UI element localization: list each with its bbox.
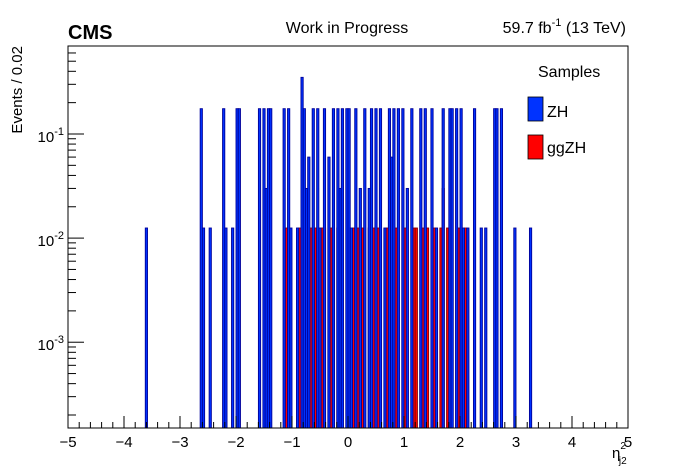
bar-zh-65 — [499, 108, 504, 429]
x-axis-label: η2 j2 — [612, 441, 627, 467]
y-tick-label: 10-3 — [38, 334, 64, 354]
bar-zh-33 — [349, 227, 353, 429]
bar-zh-27 — [331, 108, 336, 429]
x-tick-label: 3 — [512, 434, 520, 451]
bar-zh-47 — [405, 187, 409, 429]
bar-zh-61 — [479, 227, 483, 429]
bar-zh-36 — [363, 108, 367, 429]
bar-zh-26 — [327, 156, 331, 429]
bar-zh-40 — [378, 108, 383, 429]
bar-zh-21 — [307, 156, 311, 429]
x-tick-label: −3 — [171, 434, 188, 451]
plot-area — [67, 45, 629, 429]
x-axis-label-sup: 2 — [620, 441, 626, 452]
bar-zh-64 — [495, 108, 499, 429]
bar-zh-9 — [257, 108, 262, 429]
luminosity-value: 59.7 fb — [503, 20, 552, 37]
x-tick-label: −4 — [115, 434, 132, 451]
legend: Samples ZH ggZH — [527, 64, 600, 160]
legend-label-zh: ZH — [547, 104, 568, 121]
bar-zh-48 — [410, 108, 414, 429]
bar-zh-0 — [144, 227, 148, 429]
legend-label-ggzh: ggZH — [547, 140, 586, 157]
x-tick-label: −2 — [227, 434, 244, 451]
bar-zh-8 — [237, 108, 241, 429]
bar-zh-59 — [466, 227, 470, 429]
bar-zh-56 — [455, 108, 459, 429]
bar-zh-45 — [396, 108, 400, 429]
bar-zh-35 — [358, 187, 362, 429]
legend-swatch-ggzh — [527, 134, 544, 160]
bar-zh-39 — [374, 108, 378, 429]
bar-zh-24 — [318, 227, 322, 429]
bar-zh-14 — [282, 108, 286, 429]
experiment-label: CMS — [68, 22, 112, 44]
x-tick-label: 5 — [624, 434, 632, 451]
legend-title: Samples — [538, 64, 600, 81]
x-tick-label: −5 — [59, 434, 76, 451]
y-tick-label: 10-1 — [38, 126, 64, 146]
luminosity-label: 59.7 fb-1 (13 TeV) — [503, 17, 626, 37]
y-axis: 10-1 10-2 10-3 — [38, 52, 84, 416]
bar-zh-22 — [311, 108, 315, 429]
bar-zh-3 — [208, 227, 212, 429]
bar-zh-25 — [322, 108, 327, 429]
x-tick-label: 2 — [456, 434, 464, 451]
bar-zh-5 — [224, 227, 228, 429]
bar-zh-38 — [369, 108, 374, 429]
x-axis-label-symbol: η — [612, 445, 620, 462]
y-axis-label: Events / 0.02 — [9, 46, 26, 134]
x-tick-label: −1 — [283, 434, 300, 451]
bar-zh-67 — [528, 227, 533, 429]
bar-zh-52 — [434, 227, 439, 429]
bar-zh-41 — [383, 227, 387, 429]
bar-zh-55 — [450, 108, 454, 429]
bar-zh-17 — [296, 227, 300, 429]
bar-zh-50 — [423, 108, 427, 429]
bar-zh-51 — [430, 108, 434, 429]
bar-zh-53 — [441, 108, 445, 429]
bar-zh-49 — [419, 108, 423, 429]
x-tick-label: 1 — [400, 434, 408, 451]
energy-label: (13 TeV) — [566, 20, 626, 37]
bar-zh-62 — [484, 227, 488, 429]
x-tick-label: 4 — [568, 434, 576, 451]
y-tick-label: 10-2 — [38, 230, 64, 250]
bar-zh-66 — [513, 227, 517, 429]
x-tick-label: 0 — [344, 434, 352, 451]
bar-zh-60 — [472, 108, 477, 429]
bar-zh-13 — [269, 108, 273, 429]
luminosity-exponent: -1 — [552, 17, 562, 29]
chart-title: Work in Progress — [286, 20, 408, 37]
legend-swatch-zh — [527, 96, 544, 122]
x-axis-label-sub: j2 — [618, 456, 627, 467]
bar-zh-46 — [401, 108, 405, 429]
bar-zh-34 — [354, 108, 358, 429]
bar-zh-58 — [461, 227, 465, 429]
bar-zh-16 — [289, 227, 293, 429]
bar-zh-44 — [392, 108, 396, 429]
x-axis: −5 −4 −3 −2 −1 0 1 2 3 4 5 — [59, 416, 632, 451]
bar-zh-2 — [201, 227, 206, 429]
bar-zh-6 — [231, 227, 235, 429]
bar-zh-30 — [340, 108, 344, 429]
bar-ggzh-21 — [414, 227, 418, 429]
